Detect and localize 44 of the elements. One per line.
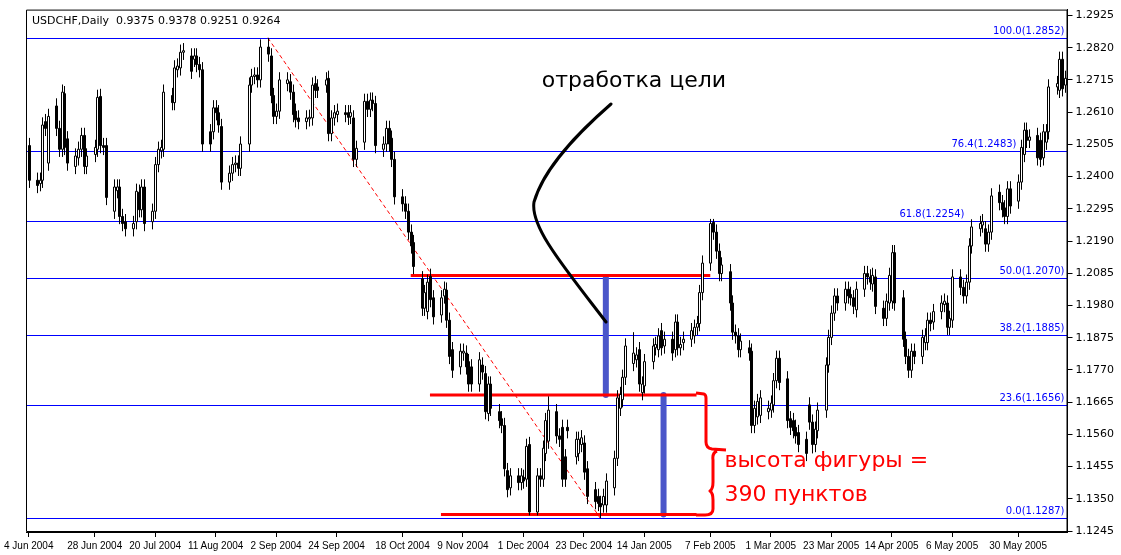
y-tick-label: 1.2190 (1075, 233, 1115, 247)
x-tick-label: 14 Apr 2005 (864, 539, 920, 551)
y-tick-label: 1.2085 (1075, 266, 1115, 280)
x-tick-label: 1 Mar 2005 (745, 539, 797, 551)
x-tick-label: 4 Jun 2004 (4, 539, 54, 551)
x-tick-label: 14 Jan 2005 (616, 539, 673, 551)
ref-line-label: 50.0(1.2070) (999, 264, 1065, 276)
x-tick-label: 2 Sep 2004 (250, 539, 303, 551)
y-tick-label: 1.2610 (1075, 104, 1115, 118)
y-tick-label: 1.1770 (1075, 362, 1115, 376)
y-tick-label: 1.1980 (1075, 298, 1115, 312)
x-tick-label: 20 Jul 2004 (129, 539, 182, 551)
annotation: отработка цели (541, 67, 727, 93)
x-tick-label: 28 Jun 2004 (67, 539, 123, 551)
y-tick-label: 1.1560 (1075, 427, 1115, 441)
ref-line-label: 61.8(1.2254) (899, 207, 965, 219)
x-tick-label: 24 Sep 2004 (308, 539, 366, 551)
annotation: высота фигуры = 390 пунктов (724, 446, 930, 509)
y-tick-label: 1.1455 (1075, 459, 1115, 473)
x-tick-label: 30 May 2005 (989, 539, 1048, 551)
x-tick-label: 23 Dec 2004 (555, 539, 613, 551)
x-tick-label: 1 Dec 2004 (497, 539, 550, 551)
x-tick-label: 9 Nov 2004 (437, 539, 489, 551)
x-tick-label: 23 Mar 2005 (803, 539, 860, 551)
ref-line-label: 100.0(1.2852) (993, 24, 1065, 36)
x-tick-label: 7 Feb 2005 (684, 539, 736, 551)
y-tick-label: 1.2925 (1075, 8, 1115, 22)
y-tick-label: 1.1665 (1075, 395, 1115, 409)
x-tick-label: 11 Aug 2004 (187, 539, 244, 551)
chart-title: USDCHF,Daily 0.9375 0.9378 0.9251 0.9264 (32, 13, 281, 27)
ref-line-label: 38.2(1.1885) (999, 321, 1065, 333)
x-tick-label: 18 Oct 2004 (375, 539, 431, 551)
y-tick-label: 1.2295 (1075, 201, 1115, 215)
y-tick-label: 1.1350 (1075, 491, 1115, 505)
y-tick-label: 1.2400 (1075, 169, 1115, 183)
y-tick-label: 1.2505 (1075, 137, 1115, 151)
ref-line-label: 0.0(1.1287) (1005, 504, 1065, 516)
y-tick-label: 1.1245 (1075, 523, 1115, 537)
x-tick-label: 6 May 2005 (925, 539, 979, 551)
y-tick-label: 1.2715 (1075, 72, 1115, 86)
ref-line-label: 23.6(1.1656) (999, 391, 1065, 403)
ref-line-label: 76.4(1.2483) (951, 137, 1017, 149)
y-tick-label: 1.2820 (1075, 40, 1115, 54)
y-tick-label: 1.1875 (1075, 330, 1115, 344)
